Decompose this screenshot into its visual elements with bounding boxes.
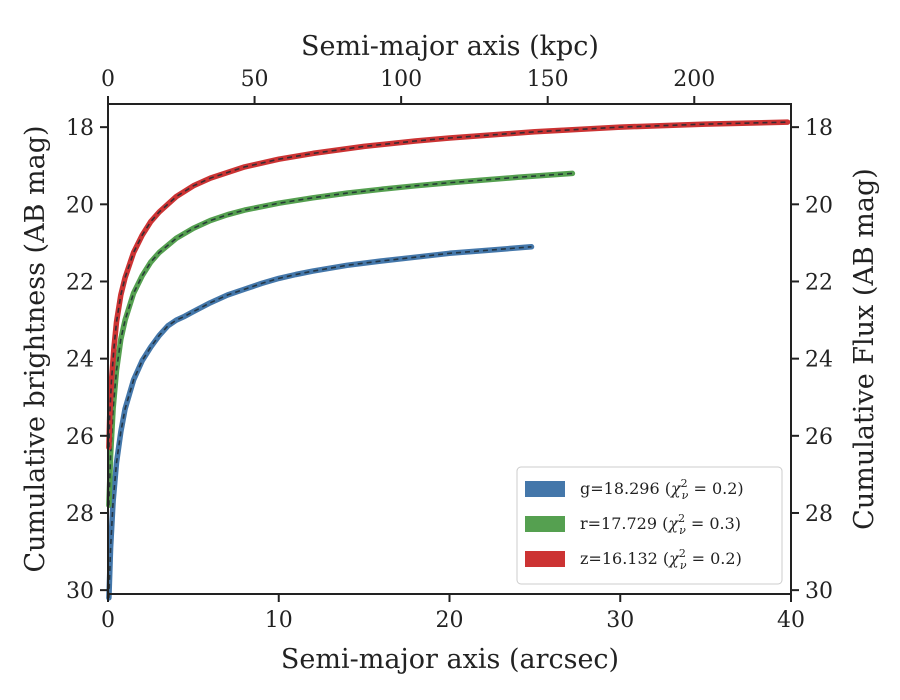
top-x-tick-label: 0 [101, 67, 115, 92]
legend-label-z: z=16.132 (χ2 ν = 0.2) [580, 547, 742, 572]
series-model-r [108, 172, 573, 506]
legend-items: g=18.296 (χ2 ν = 0.2) r=17.729 (χ2 ν = 0.3)… [525, 477, 744, 572]
y-tick-label: 18 [66, 116, 94, 141]
x-tick-label: 10 [265, 608, 293, 633]
legend-swatch-g [525, 481, 565, 497]
top-x-tick-label: 200 [673, 67, 715, 92]
legend: g=18.296 (χ2 ν = 0.2) r=17.729 (χ2 ν = 0.3)… [516, 466, 783, 585]
series-layer [106, 119, 791, 601]
series-line-g [106, 244, 535, 601]
y-tick-label: 24 [66, 348, 94, 373]
right-y-tick-label: 26 [805, 425, 833, 450]
top-x-axis-title: Semi-major axis (kpc) [301, 31, 599, 62]
right-y-tick-label: 28 [805, 502, 833, 527]
right-y-axis-title: Cumulative Flux (AB mag) [849, 168, 880, 530]
legend-box [516, 466, 783, 585]
series-model-z [108, 121, 788, 448]
top-x-tick-label: 50 [241, 67, 269, 92]
y-tick-label: 20 [66, 193, 94, 218]
right-y-tick-label: 24 [805, 348, 833, 373]
y-tick-label: 28 [66, 502, 94, 527]
y-axis-title: Cumulative brightness (AB mag) [20, 125, 51, 572]
legend-label-g: g=18.296 (χ2 ν = 0.2) [580, 477, 744, 502]
right-y-tick-label: 30 [805, 579, 833, 604]
right-y-tick-label: 18 [805, 116, 833, 141]
x-tick-label: 0 [101, 608, 115, 633]
x-axis-title: Semi-major axis (arcsec) [281, 644, 619, 675]
top-x-tick-label: 100 [380, 67, 422, 92]
right-y-tick-label: 20 [805, 193, 833, 218]
legend-swatch-r [525, 516, 565, 532]
series-line-z [106, 119, 791, 451]
legend-swatch-z [525, 551, 565, 567]
x-tick-label: 30 [606, 608, 634, 633]
y-tick-label: 30 [66, 579, 94, 604]
legend-label-r: r=17.729 (χ2 ν = 0.3) [580, 512, 741, 537]
x-tick-label: 20 [436, 608, 464, 633]
series-model-g [108, 246, 532, 598]
top-x-tick-label: 150 [527, 67, 569, 92]
series-line-r [106, 170, 576, 509]
y-tick-label: 26 [66, 425, 94, 450]
x-tick-label: 40 [777, 608, 805, 633]
y-tick-label: 22 [66, 270, 94, 295]
right-y-tick-label: 22 [805, 270, 833, 295]
